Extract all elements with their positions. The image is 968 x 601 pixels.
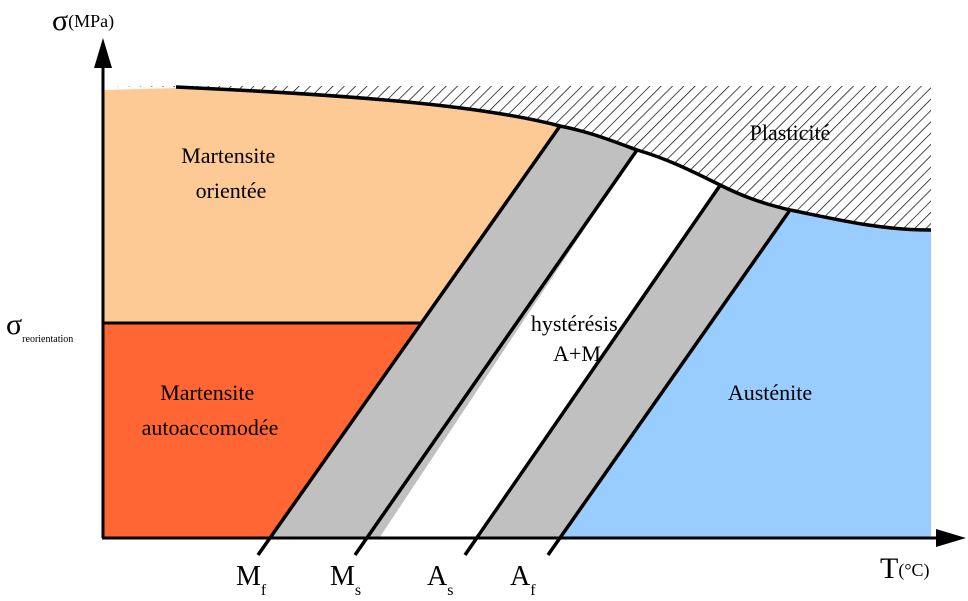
hysteresis-label: hystérésis A+M [531,311,623,366]
tick-as: As [427,561,453,599]
plasticity-boundary-curve [175,85,932,232]
x-axis-arrow [936,529,966,547]
martensite-autoaccomodee-label: Martensite autoaccomodée [142,380,279,440]
tick-mf: Mf [236,561,267,599]
austenite-region [563,210,931,537]
austenite-transformation-band [480,185,790,537]
plasticite-region [103,86,931,230]
martensite-orientee-region [103,88,560,323]
ms-line [353,149,639,556]
tick-ms: Ms [330,561,361,599]
martensite-orientee-label: Martensite orientée [181,143,281,203]
af-line [546,208,792,557]
plasticite-label: Plasticité [750,120,831,145]
y-axis-arrow [94,38,112,68]
mf-line [256,124,562,557]
martensite-transformation-band [269,126,637,537]
as-line [463,183,723,556]
hysteresis-region [380,150,720,537]
sigma-reorientation-label: σreorientation [6,308,73,345]
austenite-label: Austénite [728,380,812,405]
martensite-autoaccomodee-region [103,323,419,537]
y-axis-title: σ(MPa) [52,4,114,37]
x-axis-title: T(°C) [880,552,930,585]
tick-af: Af [510,561,536,599]
